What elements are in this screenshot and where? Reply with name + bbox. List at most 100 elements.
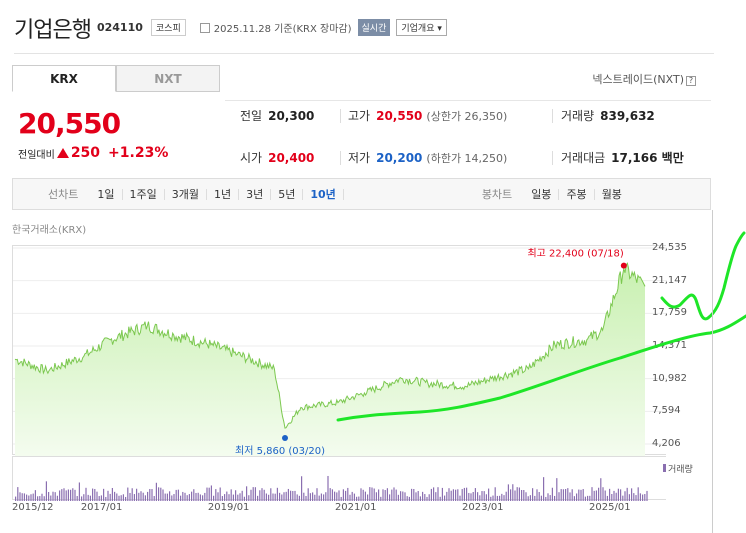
- low-label: 최저 5,860 (03/20): [235, 445, 325, 456]
- price-chart[interactable]: 최고 22,400 (07/18) 최저 5,860 (03/20): [12, 245, 667, 457]
- volume-bar: [490, 496, 492, 501]
- volume-bar: [87, 494, 89, 501]
- volume-bar: [248, 495, 250, 501]
- realtime-button[interactable]: 실시간: [357, 19, 391, 36]
- volume-bar: [622, 495, 624, 501]
- volume-bar: [105, 496, 107, 501]
- change-value: 250: [70, 145, 101, 161]
- volume-bar: [23, 493, 25, 501]
- high-marker: [620, 262, 627, 269]
- volume-bar: [325, 492, 327, 501]
- volume-bar: [182, 491, 184, 501]
- volume-bar: [193, 489, 195, 501]
- volume-bar: [406, 496, 408, 501]
- volume-bar: [67, 489, 69, 501]
- volume-bar: [551, 487, 553, 501]
- period-5y[interactable]: 5년: [271, 188, 304, 200]
- volume-bar: [613, 490, 615, 501]
- volume-bar: [96, 491, 98, 501]
- nextrade-label: 넥스트레이드(NXT): [592, 73, 684, 86]
- volume-bar: [470, 493, 472, 501]
- volume-bar: [510, 489, 512, 501]
- volume-bar: [281, 494, 283, 501]
- volume-bar: [257, 495, 259, 501]
- volume-bar: [644, 494, 646, 501]
- volume-bar: [441, 487, 443, 501]
- volume-bar: [142, 492, 144, 501]
- volume-bar: [538, 492, 540, 501]
- volume-bar: [369, 487, 371, 501]
- volume-bar: [81, 496, 83, 501]
- volume-bar: [131, 488, 133, 501]
- volume-bar: [505, 491, 507, 501]
- volume-bar: [56, 495, 58, 501]
- volume-bar: [391, 489, 393, 501]
- volume-bar: [419, 496, 421, 501]
- volume-bar: [166, 493, 168, 501]
- volume-bar: [89, 495, 91, 501]
- candle-daily[interactable]: 일봉: [524, 188, 560, 200]
- period-10y[interactable]: 10년: [303, 188, 344, 200]
- volume-bar: [37, 496, 39, 501]
- period-3y[interactable]: 3년: [239, 188, 272, 200]
- volume-bar: [514, 490, 516, 501]
- company-overview-dropdown[interactable]: 기업개요 ▾: [396, 19, 447, 36]
- volume-bar: [92, 488, 94, 501]
- period-1y[interactable]: 1년: [207, 188, 240, 200]
- volume-bar: [472, 491, 474, 501]
- volume-bar: [32, 493, 34, 501]
- volume-bar: [444, 495, 446, 501]
- tab-krx[interactable]: KRX: [12, 65, 116, 92]
- volume-bar: [631, 488, 633, 501]
- volume-bar: [109, 493, 111, 501]
- volume-bar: [162, 489, 164, 501]
- volume-bar: [252, 487, 254, 501]
- x-tick-label: 2025/01: [589, 502, 631, 513]
- period-1d[interactable]: 1일: [90, 188, 123, 200]
- volume-bar: [558, 492, 560, 501]
- volume-bar: [98, 496, 100, 501]
- volume-bar: [100, 495, 102, 501]
- volume-bar: [283, 492, 285, 501]
- volume-bar: [149, 488, 151, 501]
- volume-bar: [400, 491, 402, 501]
- volume-bar: [345, 490, 347, 501]
- volume-bar: [624, 491, 626, 501]
- volume-bar: [604, 490, 606, 501]
- volume-bar: [404, 492, 406, 501]
- period-3m[interactable]: 3개월: [165, 188, 207, 200]
- volume-bar: [413, 488, 415, 501]
- price-area: [15, 263, 645, 456]
- volume-bar: [474, 488, 476, 501]
- volume-bar: [562, 489, 564, 501]
- volume-bar: [448, 488, 450, 501]
- volume-bar: [518, 487, 520, 501]
- y-tick-label: 17,759: [652, 307, 687, 319]
- nextrade-link[interactable]: 넥스트레이드(NXT)?: [592, 71, 696, 87]
- period-1w[interactable]: 1주일: [123, 188, 165, 200]
- x-tick-label: 2015/12: [12, 502, 54, 513]
- candle-monthly[interactable]: 월봉: [601, 187, 622, 201]
- volume-bar: [485, 494, 487, 501]
- volume-bar: [314, 494, 316, 501]
- volume-bar: [329, 488, 331, 501]
- volume-bar: [301, 476, 303, 501]
- volume-bar: [199, 494, 201, 501]
- volume-bar: [433, 487, 435, 501]
- volume-chart: [12, 456, 666, 501]
- volume-bar: [349, 494, 351, 501]
- tab-nxt[interactable]: NXT: [116, 65, 220, 92]
- volume-bar: [457, 489, 459, 501]
- volume-bar: [237, 494, 239, 501]
- volume-bar: [175, 489, 177, 501]
- candle-weekly[interactable]: 주봉: [559, 188, 595, 200]
- volume-bar: [43, 496, 45, 501]
- volume-bar: [17, 487, 19, 501]
- help-icon[interactable]: ?: [686, 76, 696, 86]
- volume-bar: [158, 487, 160, 501]
- volume-bar: [54, 492, 56, 501]
- volume-bar: [576, 493, 578, 501]
- volume-bar: [609, 488, 611, 501]
- volume-bar: [120, 495, 122, 501]
- volume-bar: [389, 494, 391, 501]
